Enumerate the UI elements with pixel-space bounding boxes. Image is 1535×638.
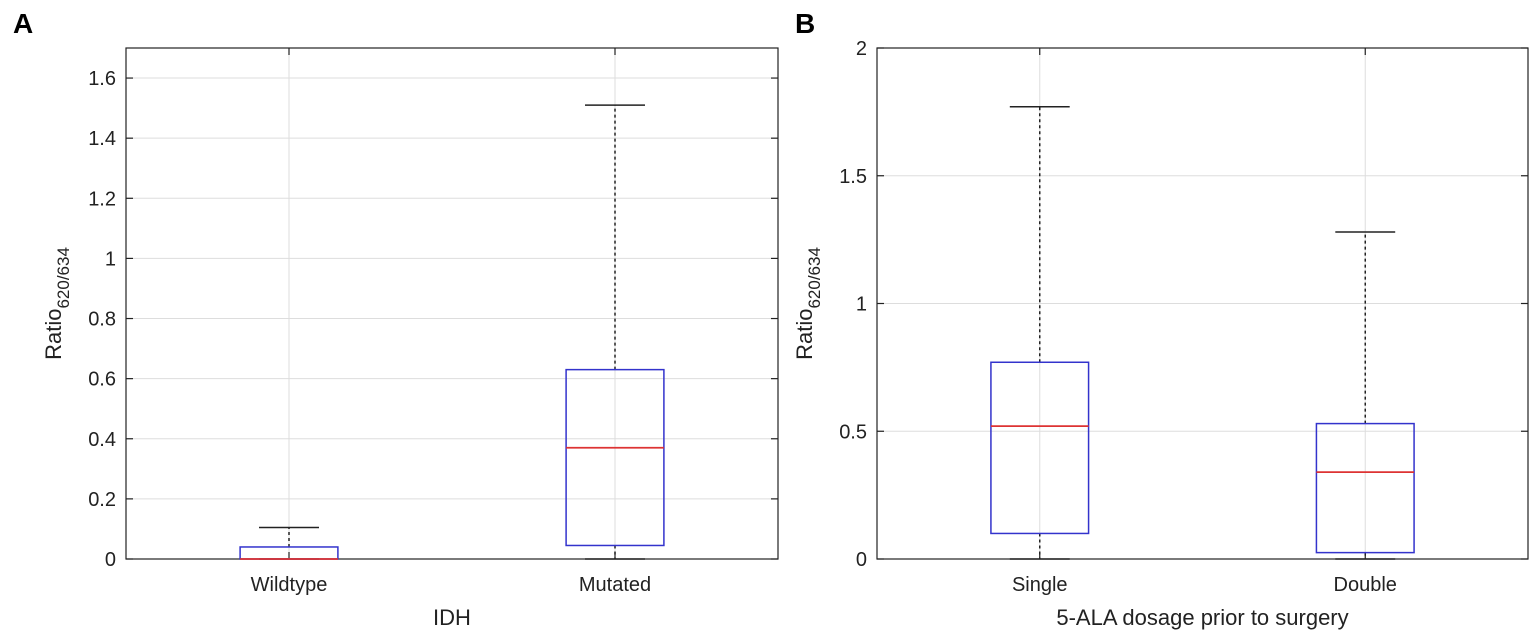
panel-b-ytick-label-0: 0 — [856, 549, 867, 571]
panel-b-letter: B — [795, 8, 815, 39]
panel-a-ytick-label-5: 1 — [105, 248, 116, 270]
panel-a-chart: A 0 0.2 0.4 0.6 0.8 1 1.2 1.4 1.6 Wildtype Mutated… — [13, 8, 779, 630]
panel-b-xlabel: 5-ALA dosage prior to surgery — [1056, 605, 1348, 630]
panel-b-box-1-iqr — [1315, 422, 1415, 554]
panel-a-ylabel: Ratio620/634 — [41, 247, 73, 360]
panel-b-ylabel-subscript: 620/634 — [805, 247, 824, 308]
panel-b-ytick-label-3: 1.5 — [839, 166, 867, 188]
panel-b-ylabel: Ratio620/634 — [792, 247, 824, 360]
panel-a-ylabel-base: Ratio — [41, 309, 66, 360]
panel-b-ytick-label-1: 0.5 — [839, 421, 867, 443]
panel-a-ytick-label-4: 0.8 — [88, 309, 116, 331]
panel-a-xtick-label-0: Wildtype — [251, 574, 328, 596]
panel-a-ytick-label-8: 1.6 — [88, 68, 116, 90]
panel-b-ytick-label-4: 2 — [856, 38, 867, 60]
panel-b-xtick-label-1: Double — [1334, 574, 1397, 596]
panel-b-ylabel-base: Ratio — [792, 309, 817, 360]
panel-b-box-0-iqr — [990, 361, 1090, 535]
panel-b-chart: B 0 0.5 1 1.5 2 Single Double 5-ALA dosage prio… — [792, 8, 1529, 630]
panel-a-letter: A — [13, 8, 33, 39]
panel-a-ytick-label-0: 0 — [105, 549, 116, 571]
panel-a-ytick-label-6: 1.2 — [88, 188, 116, 210]
panel-a-xlabel: IDH — [433, 605, 471, 630]
panel-a-ytick-label-1: 0.2 — [88, 489, 116, 511]
panel-b-xtick-label-0: Single — [1012, 574, 1068, 596]
panel-a-ytick-label-2: 0.4 — [88, 429, 116, 451]
panel-a-ylabel-subscript: 620/634 — [54, 247, 73, 308]
panel-a-box-1-iqr — [565, 368, 665, 547]
panel-a-ytick-label-3: 0.6 — [88, 369, 116, 391]
panel-a-ytick-label-7: 1.4 — [88, 128, 116, 150]
panel-a-xtick-label-1: Mutated — [579, 574, 651, 596]
panel-b-ytick-label-2: 1 — [856, 294, 867, 316]
panel-a-axes-frame — [125, 47, 779, 560]
